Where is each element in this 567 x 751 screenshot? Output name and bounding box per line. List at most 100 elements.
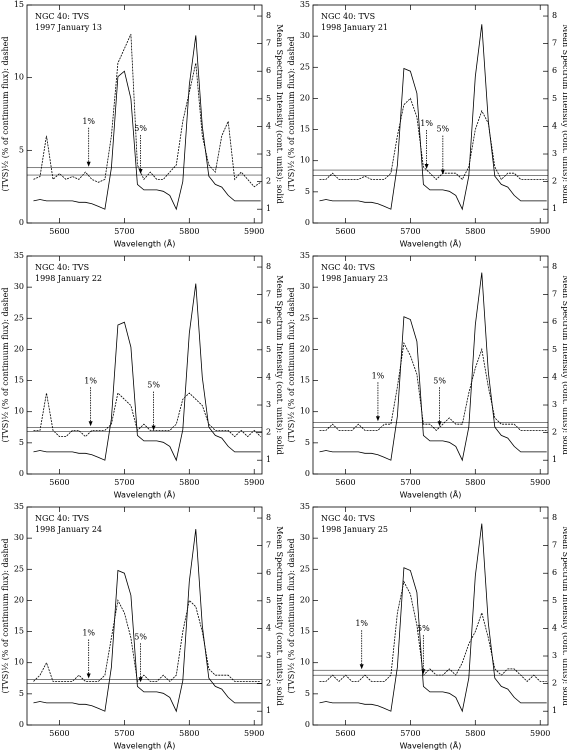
y-tick-label: 10	[14, 658, 24, 667]
y2-tick-label: 2	[266, 428, 271, 437]
x-tick-label: 5700	[114, 227, 134, 236]
chart-title: NGC 40: TVS	[35, 12, 89, 21]
y2-tick-label: 4	[552, 623, 557, 632]
level-label: 1%	[355, 619, 368, 628]
x-tick-label: 5800	[179, 478, 199, 487]
y2-tick-label: 1	[266, 204, 271, 213]
x-tick-label: 5900	[244, 478, 264, 487]
x-tick-label: 5900	[530, 478, 550, 487]
y2-tick-label: 6	[552, 66, 557, 75]
x-axis-label: Wavelength (Å)	[400, 740, 462, 751]
chart-title: NGC 40: TVS	[35, 263, 89, 272]
y-tick-label: 25	[300, 313, 310, 322]
y2-tick-label: 6	[266, 317, 271, 326]
y2-tick-label: 3	[552, 149, 557, 158]
x-tick-label: 5600	[49, 227, 69, 236]
plot-frame	[26, 506, 263, 726]
mean-spectrum-line	[33, 283, 261, 462]
x-tick-label: 5900	[244, 729, 264, 738]
x-tick-label: 5800	[465, 478, 485, 487]
y2-axis-label: Mean Spectrum Intensity (cont. units): s…	[561, 526, 567, 705]
y-axis-label: (TVS)½ (% of continuum flux): dashed	[287, 288, 296, 443]
level-label: 5%	[134, 124, 147, 133]
y2-tick-label: 8	[266, 513, 271, 522]
y-tick-label: 10	[14, 73, 24, 82]
level-label: 1%	[372, 371, 385, 380]
y2-axis-label: Mean Spectrum Intensity (cont. units): s…	[561, 24, 567, 203]
y2-tick-label: 2	[552, 428, 557, 437]
x-tick-label: 5900	[530, 729, 550, 738]
y-tick-label: 20	[14, 595, 24, 604]
y-tick-label: 15	[14, 376, 24, 385]
y-tick-label: 5	[19, 689, 24, 698]
tvs-line	[33, 599, 261, 683]
y-tick-label: 15	[300, 376, 310, 385]
y-tick-label: 20	[14, 344, 24, 353]
y2-axis-label: Mean Spectrum Intensity (cont. units): s…	[561, 275, 567, 454]
y-tick-label: 5	[305, 187, 310, 196]
arrow-head	[86, 673, 91, 679]
x-tick-label: 5600	[335, 729, 355, 738]
y-tick-label: 10	[300, 658, 310, 667]
arrow-head	[437, 421, 442, 427]
y2-tick-label: 3	[552, 400, 557, 409]
y2-tick-label: 4	[266, 372, 271, 381]
y-tick-label: 15	[300, 627, 310, 636]
x-tick-label: 5600	[335, 478, 355, 487]
x-tick-label: 5800	[179, 227, 199, 236]
y-tick-label: 20	[300, 595, 310, 604]
tvs-line	[319, 97, 547, 181]
y2-tick-label: 6	[552, 317, 557, 326]
x-tick-label: 5700	[114, 478, 134, 487]
arrow-head	[88, 421, 93, 427]
x-axis-label: Wavelength (Å)	[400, 489, 462, 500]
arrow-head	[138, 677, 143, 683]
y2-tick-label: 7	[552, 541, 557, 550]
level-label: 1%	[82, 117, 95, 126]
chart-subtitle: 1997 January 13	[35, 23, 102, 32]
tvs-line	[33, 33, 261, 188]
y-tick-label: 20	[300, 344, 310, 353]
x-tick-label: 5700	[400, 227, 420, 236]
y-tick-label: 30	[300, 282, 310, 291]
level-label: 1%	[82, 629, 95, 638]
chart-subtitle: 1998 January 24	[35, 525, 102, 534]
tvs-line	[319, 341, 547, 431]
y-tick-label: 15	[14, 627, 24, 636]
chart-title: NGC 40: TVS	[321, 263, 375, 272]
y2-tick-label: 5	[266, 345, 271, 354]
y2-tick-label: 1	[552, 455, 557, 464]
level-label: 1%	[84, 376, 97, 385]
y2-tick-label: 8	[266, 262, 271, 271]
y2-tick-label: 5	[266, 94, 271, 103]
y2-tick-label: 4	[552, 121, 557, 130]
plot-frame	[312, 506, 549, 726]
y2-tick-label: 3	[266, 651, 271, 660]
x-tick-label: 5600	[49, 478, 69, 487]
x-tick-label: 5700	[400, 729, 420, 738]
plot-frame	[312, 4, 549, 224]
x-tick-label: 5600	[335, 227, 355, 236]
y-tick-label: 0	[305, 720, 310, 729]
y2-tick-label: 2	[266, 177, 271, 186]
y2-axis-label: Mean Spectrum Intensity (cont. units): s…	[275, 275, 284, 454]
y2-tick-label: 2	[552, 679, 557, 688]
y-tick-label: 5	[19, 145, 24, 154]
y2-tick-label: 2	[552, 177, 557, 186]
y-tick-label: 30	[300, 533, 310, 542]
y2-tick-label: 6	[266, 568, 271, 577]
y2-tick-label: 1	[266, 455, 271, 464]
chart-subtitle: 1998 January 23	[321, 274, 388, 283]
x-axis-label: Wavelength (Å)	[114, 238, 176, 249]
y2-axis-label: Mean Spectrum Intensity (cont. units): s…	[275, 24, 284, 203]
arrow-head	[440, 169, 445, 175]
x-tick-label: 5800	[179, 729, 199, 738]
y-tick-label: 35	[300, 251, 310, 260]
y2-tick-label: 8	[552, 513, 557, 522]
y-tick-label: 0	[19, 720, 24, 729]
tvs-line	[319, 580, 547, 682]
y2-tick-label: 1	[552, 706, 557, 715]
arrow-head	[375, 416, 380, 422]
arrow-head	[86, 161, 91, 167]
